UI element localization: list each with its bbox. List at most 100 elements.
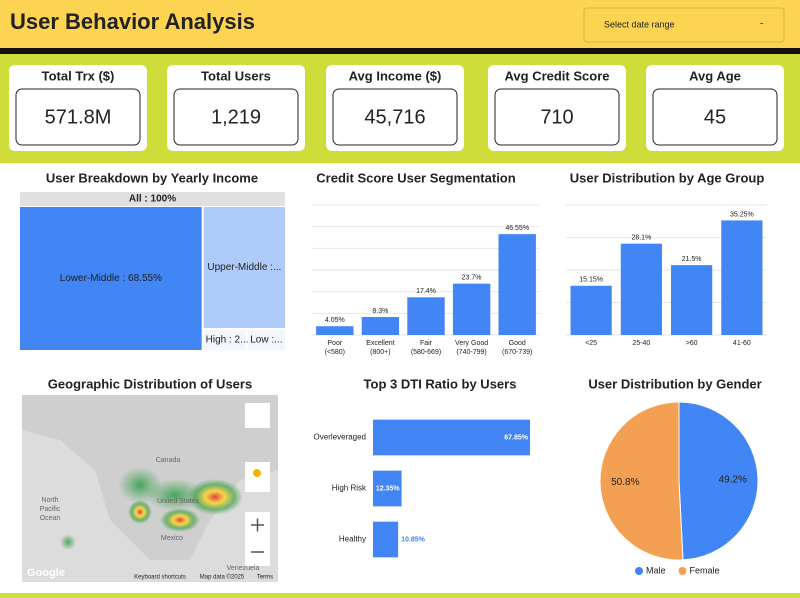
x-tick-label: >60 bbox=[686, 340, 698, 347]
legend-swatch bbox=[678, 567, 687, 575]
kpi-value: 45 bbox=[704, 106, 726, 128]
value-label: 46.55% bbox=[505, 225, 529, 232]
map-label: North bbox=[41, 497, 58, 504]
x-tick-label: Very Good bbox=[455, 340, 488, 347]
y-tick-label: Overleveraged bbox=[314, 433, 366, 442]
treemap-label: Lower-Middle : 68.55% bbox=[60, 273, 162, 284]
map-label: Pacific bbox=[40, 506, 61, 513]
x-tick-label: Poor bbox=[327, 340, 342, 347]
map-label: Map data ©2025 bbox=[200, 574, 245, 581]
y-tick-label: Healthy bbox=[339, 535, 366, 544]
treemap-root bbox=[20, 192, 285, 206]
map-label: Venezuela bbox=[227, 565, 260, 572]
pie-slice bbox=[599, 401, 684, 561]
chart-title: Credit Score User Segmentation bbox=[316, 170, 515, 185]
heat-blob bbox=[187, 479, 243, 515]
value-label: 17.4% bbox=[416, 288, 436, 295]
x-tick-label: (580-669) bbox=[411, 349, 441, 356]
bar bbox=[620, 243, 662, 335]
pegman bbox=[253, 469, 261, 477]
chart-title: User Distribution by Gender bbox=[588, 376, 761, 391]
legend-label: Male bbox=[646, 565, 666, 575]
treemap-label: Low :... bbox=[250, 335, 282, 346]
kpi-value-box bbox=[15, 88, 141, 146]
pie-slice bbox=[678, 401, 759, 561]
zoom-icons bbox=[251, 518, 264, 553]
legend-label: Female bbox=[690, 565, 720, 575]
value-label: 23.7% bbox=[462, 274, 482, 281]
date-picker-icon[interactable]: - bbox=[760, 19, 763, 30]
treemap-root-label: All : 100% bbox=[129, 194, 176, 205]
value-label: 35.25% bbox=[730, 211, 754, 218]
x-tick-label: (<580) bbox=[325, 349, 345, 356]
bar bbox=[373, 470, 402, 507]
page-title: User Behavior Analysis bbox=[10, 9, 255, 34]
kpi-label: Avg Age bbox=[689, 68, 741, 83]
x-tick-label: 25-40 bbox=[632, 340, 650, 347]
y-tick-label: High Risk bbox=[332, 484, 367, 493]
kpi-label: Avg Credit Score bbox=[505, 68, 610, 83]
treemap-label: Upper-Middle :... bbox=[207, 262, 281, 273]
treemap-tile bbox=[203, 207, 285, 328]
x-tick-label: <25 bbox=[585, 340, 597, 347]
x-tick-label: Good bbox=[509, 340, 526, 347]
value-label: 67.85% bbox=[504, 434, 529, 441]
kpi-value: 1,219 bbox=[211, 106, 261, 128]
value-label: 4.05% bbox=[325, 317, 345, 324]
bar bbox=[316, 326, 354, 335]
value-label: 10.85% bbox=[401, 536, 426, 543]
x-tick-label: Fair bbox=[420, 340, 433, 347]
map-label: Ocean bbox=[40, 515, 61, 522]
x-tick-label: (670-739) bbox=[502, 349, 532, 356]
map-label: Canada bbox=[156, 457, 181, 464]
heat-blob bbox=[128, 500, 152, 524]
date-picker[interactable] bbox=[583, 7, 785, 43]
kpi-value: 571.8M bbox=[45, 106, 112, 128]
fullscreen-button[interactable] bbox=[245, 403, 270, 428]
bar bbox=[452, 283, 491, 335]
kpi-label: Avg Income ($) bbox=[349, 68, 442, 83]
map-label: Terms bbox=[257, 575, 273, 581]
kpi-label: Total Trx ($) bbox=[42, 68, 115, 83]
map-label: Mexico bbox=[161, 535, 183, 542]
value-label: 21.5% bbox=[682, 256, 702, 263]
bar bbox=[570, 285, 612, 335]
chart-title: User Distribution by Age Group bbox=[570, 170, 765, 185]
x-tick-label: (800+) bbox=[370, 349, 390, 356]
chart-title: Geographic Distribution of Users bbox=[48, 376, 252, 391]
heat-blob bbox=[160, 508, 200, 532]
x-tick-label: 41-60 bbox=[733, 340, 751, 347]
chart-title: User Breakdown by Yearly Income bbox=[46, 170, 258, 185]
value-label: 28.1% bbox=[631, 235, 651, 242]
legend-swatch bbox=[635, 567, 643, 575]
chart-title: Top 3 DTI Ratio by Users bbox=[364, 376, 517, 391]
bar bbox=[373, 521, 399, 558]
kpi-value-box bbox=[494, 88, 620, 146]
bar bbox=[671, 265, 713, 335]
kpi-label: Total Users bbox=[201, 68, 271, 83]
kpi-value: 45,716 bbox=[364, 106, 425, 128]
x-tick-label: Excellent bbox=[366, 340, 394, 347]
treemap-tile bbox=[203, 329, 247, 350]
bar bbox=[361, 317, 400, 335]
map-label: Keyboard shortcuts bbox=[134, 575, 186, 581]
bar bbox=[498, 234, 536, 335]
kpi-value: 710 bbox=[540, 106, 573, 128]
map[interactable]: Canada United States Mexico North Pacific Oce… bbox=[22, 395, 278, 582]
bar bbox=[373, 419, 531, 456]
treemap-tile bbox=[20, 207, 202, 350]
value-label: 12.35% bbox=[376, 485, 401, 492]
header-border bbox=[0, 48, 800, 54]
kpi-value-box bbox=[173, 88, 299, 146]
bar bbox=[407, 297, 445, 335]
value-label: 8.3% bbox=[372, 308, 388, 315]
value-label: 50.8% bbox=[611, 477, 639, 488]
date-picker-label[interactable]: Select date range bbox=[604, 19, 675, 29]
kpi-value-box bbox=[332, 88, 458, 146]
pegman-button[interactable] bbox=[245, 462, 270, 492]
bar bbox=[721, 220, 763, 335]
value-label: 49.2% bbox=[719, 474, 747, 485]
heat-blob bbox=[60, 534, 76, 550]
treemap-label: High : 2.... bbox=[206, 335, 252, 346]
